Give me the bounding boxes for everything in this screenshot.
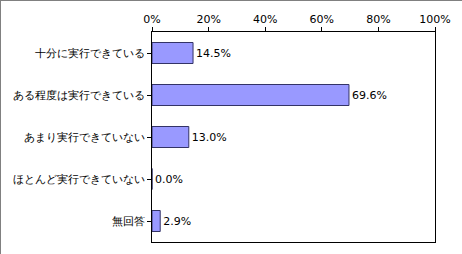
svg-text:13.0%: 13.0% <box>192 131 227 144</box>
svg-text:80%: 80% <box>366 13 390 26</box>
svg-text:あまり実行できていない: あまり実行できていない <box>24 131 145 144</box>
svg-text:ほとんど実行できていない: ほとんど実行できていない <box>13 173 145 186</box>
svg-text:無回答: 無回答 <box>112 215 145 228</box>
svg-text:100%: 100% <box>419 13 450 26</box>
svg-text:十分に実行できている: 十分に実行できている <box>35 47 145 60</box>
svg-text:69.6%: 69.6% <box>352 89 387 102</box>
svg-text:14.5%: 14.5% <box>196 47 231 60</box>
svg-text:0.0%: 0.0% <box>155 173 183 186</box>
svg-text:40%: 40% <box>253 13 277 26</box>
svg-text:60%: 60% <box>310 13 334 26</box>
svg-text:0%: 0% <box>143 13 160 26</box>
svg-text:ある程度は実行できている: ある程度は実行できている <box>13 89 145 102</box>
svg-text:20%: 20% <box>196 13 220 26</box>
svg-text:2.9%: 2.9% <box>163 215 191 228</box>
